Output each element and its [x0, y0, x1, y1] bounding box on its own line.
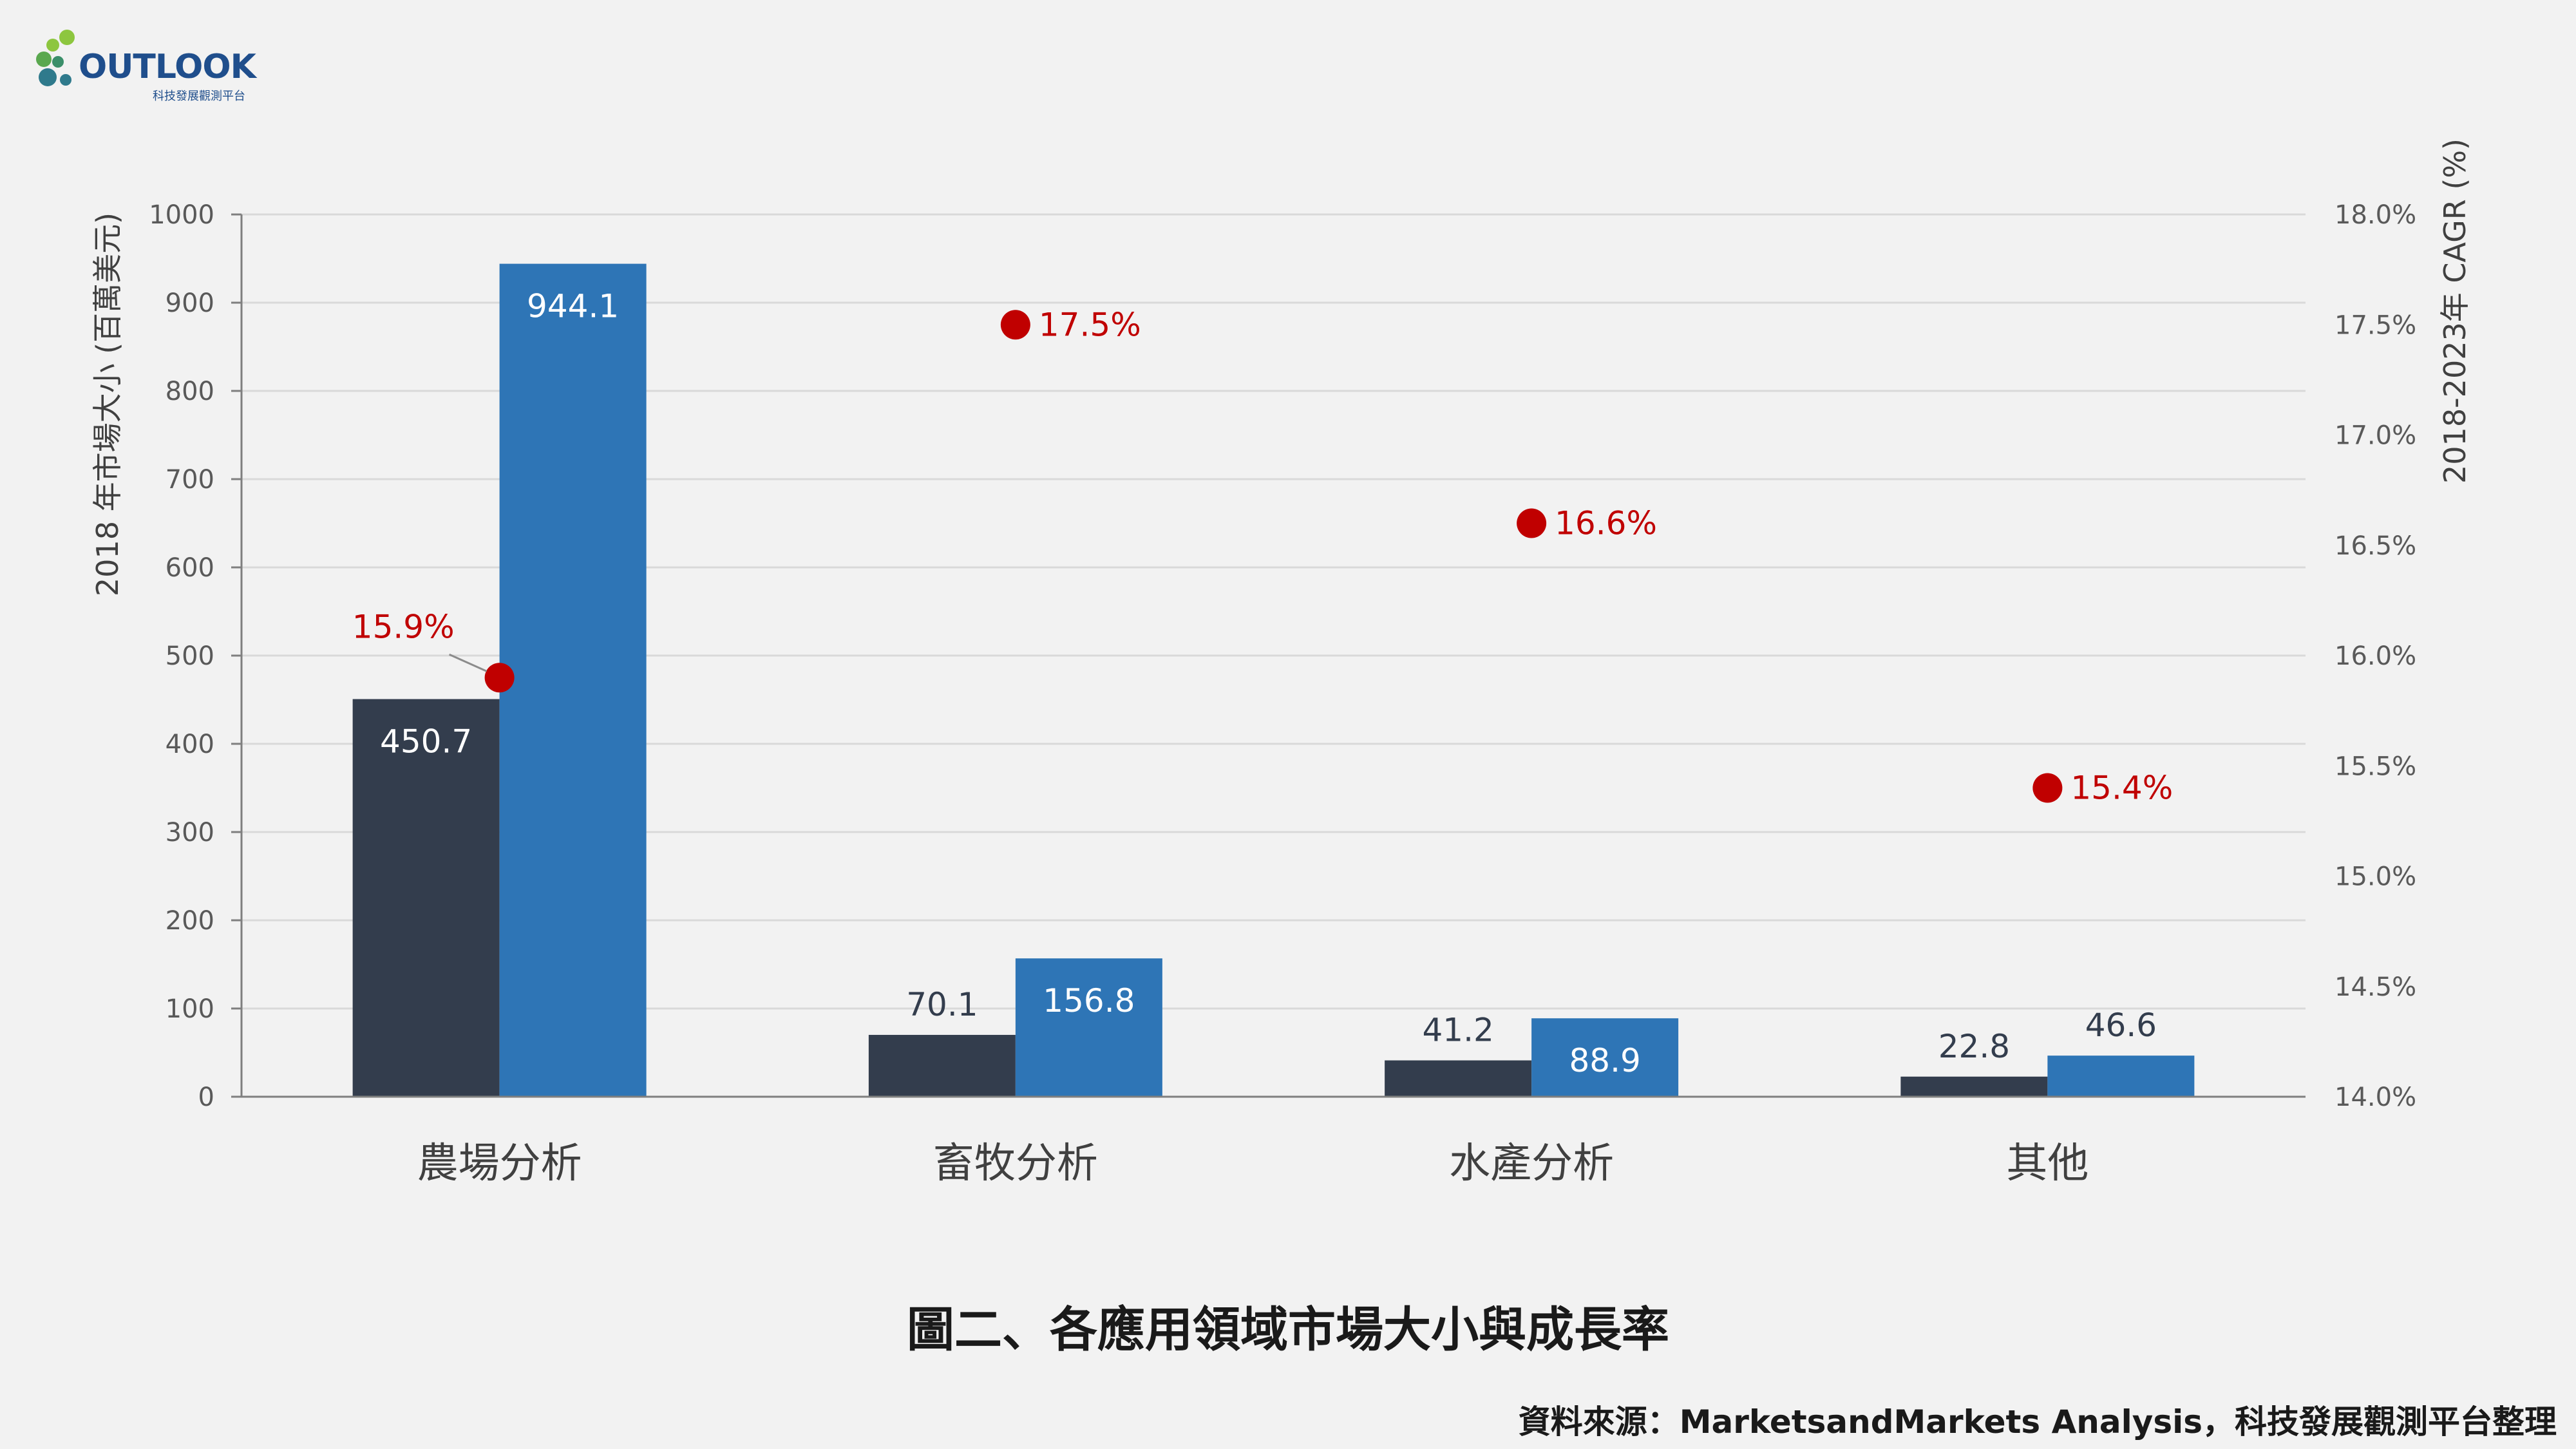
y-tick-label: 1000	[149, 200, 214, 230]
logo-subtitle: 科技發展觀測平台	[153, 90, 245, 103]
y2-tick-label: 17.0%	[2334, 421, 2416, 451]
y-tick-label: 100	[166, 994, 214, 1024]
bar	[1385, 1060, 1532, 1097]
y-tick-label: 600	[166, 553, 214, 583]
data-label: 70.1	[906, 986, 978, 1023]
logo-word: OUTLOOK	[79, 48, 256, 86]
y2-tick-label: 14.5%	[2334, 972, 2416, 1002]
y-tick-label: 500	[166, 641, 214, 671]
cagr-marker	[1517, 508, 1547, 538]
data-label: 156.8	[1043, 982, 1135, 1019]
bar	[499, 263, 647, 1097]
category-label: 畜牧分析	[933, 1140, 1098, 1188]
data-label: 88.9	[1569, 1042, 1640, 1079]
outlook-logo: OUTLOOK 科技發展觀測平台	[33, 26, 256, 106]
y2-tick-label: 16.5%	[2334, 531, 2416, 561]
source-note: 資料來源：MarketsandMarkets Analysis，科技發展觀測平台…	[1518, 1403, 2557, 1441]
y2-tick-label: 17.5%	[2334, 310, 2416, 340]
data-label: 944.1	[527, 288, 619, 325]
y2-tick-label: 16.0%	[2334, 641, 2416, 671]
y-tick-label: 0	[198, 1083, 214, 1112]
cagr-label: 17.5%	[1039, 306, 1141, 343]
bar	[1015, 958, 1162, 1097]
data-label: 22.8	[1938, 1028, 2010, 1065]
category-label: 農場分析	[417, 1140, 582, 1188]
y2-tick-label: 15.0%	[2334, 862, 2416, 892]
y2-tick-label: 18.0%	[2334, 200, 2416, 230]
bar	[1531, 1018, 1679, 1097]
y2-tick-label: 15.5%	[2334, 752, 2416, 781]
bar	[352, 699, 500, 1097]
bars	[352, 263, 2195, 1097]
data-label: 46.6	[2085, 1007, 2157, 1044]
cagr-leader-line	[449, 653, 488, 672]
logo-dots-icon	[36, 30, 75, 86]
y-tick-label: 300	[166, 818, 214, 848]
data-label: 450.7	[380, 723, 472, 761]
bar	[1900, 1076, 2048, 1097]
cagr-label: 15.9%	[352, 608, 455, 645]
y-tick-label: 400	[166, 730, 214, 759]
cagr-label: 16.6%	[1555, 505, 1657, 542]
axes	[231, 213, 2306, 1098]
cagr-label: 15.4%	[2070, 770, 2173, 807]
chart-title: 圖二、各應用領域市場大小與成長率	[907, 1302, 1669, 1358]
y-tick-label: 700	[166, 465, 214, 495]
cagr-marker	[2032, 773, 2063, 803]
y2-axis-title: 2018-2023年 CAGR (%)	[2438, 138, 2472, 484]
bar	[868, 1034, 1016, 1097]
y-tick-label: 200	[166, 906, 214, 936]
y-tick-label: 800	[166, 377, 214, 406]
y2-tick-label: 14.0%	[2334, 1083, 2416, 1112]
cagr-markers	[449, 310, 2063, 803]
data-label: 41.2	[1422, 1012, 1493, 1049]
cagr-marker	[1000, 310, 1030, 340]
category-label: 水產分析	[1449, 1140, 1614, 1188]
category-label: 其他	[2006, 1140, 2088, 1188]
y-tick-label: 900	[166, 289, 214, 318]
bar	[2047, 1056, 2195, 1097]
y-axis-title: 2018 年市場大小 (百萬美元)	[90, 213, 125, 596]
labels: 0 100 200 300 400 500 600 700 800 900 1000 14.0% 14.…	[90, 138, 2472, 1188]
cagr-marker	[484, 663, 515, 693]
